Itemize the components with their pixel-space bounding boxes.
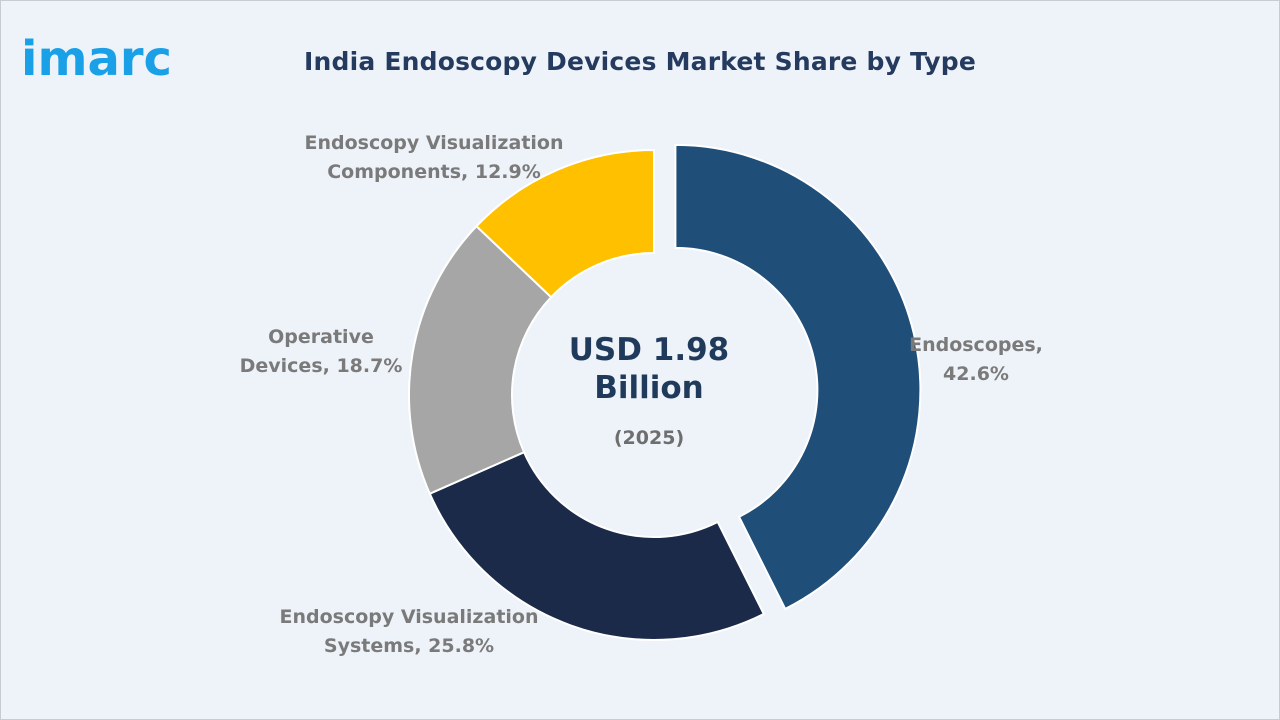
donut-slice-endoscopes bbox=[674, 143, 922, 611]
logo-text: imarc bbox=[21, 31, 172, 87]
donut-slice-operative-devices bbox=[408, 224, 553, 496]
donut-slice-visualization-components bbox=[475, 148, 655, 299]
slice-label-operative-devices: Operative Devices, 18.7% bbox=[239, 326, 403, 377]
center-total-value: USD 1.98 Billion bbox=[568, 332, 730, 406]
center-year: (2025) bbox=[613, 427, 685, 449]
slice-label-endoscopes: Endoscopes, 42.6% bbox=[909, 334, 1043, 385]
slice-label-visualization-systems: Endoscopy Visualization Systems, 25.8% bbox=[279, 606, 539, 657]
donut-slice-visualization-systems bbox=[428, 450, 766, 641]
imarc-logo: imarc bbox=[21, 31, 172, 87]
slice-label-visualization-components: Endoscopy Visualization Components, 12.9… bbox=[304, 132, 564, 183]
chart-title: India Endoscopy Devices Market Share by … bbox=[303, 47, 977, 76]
